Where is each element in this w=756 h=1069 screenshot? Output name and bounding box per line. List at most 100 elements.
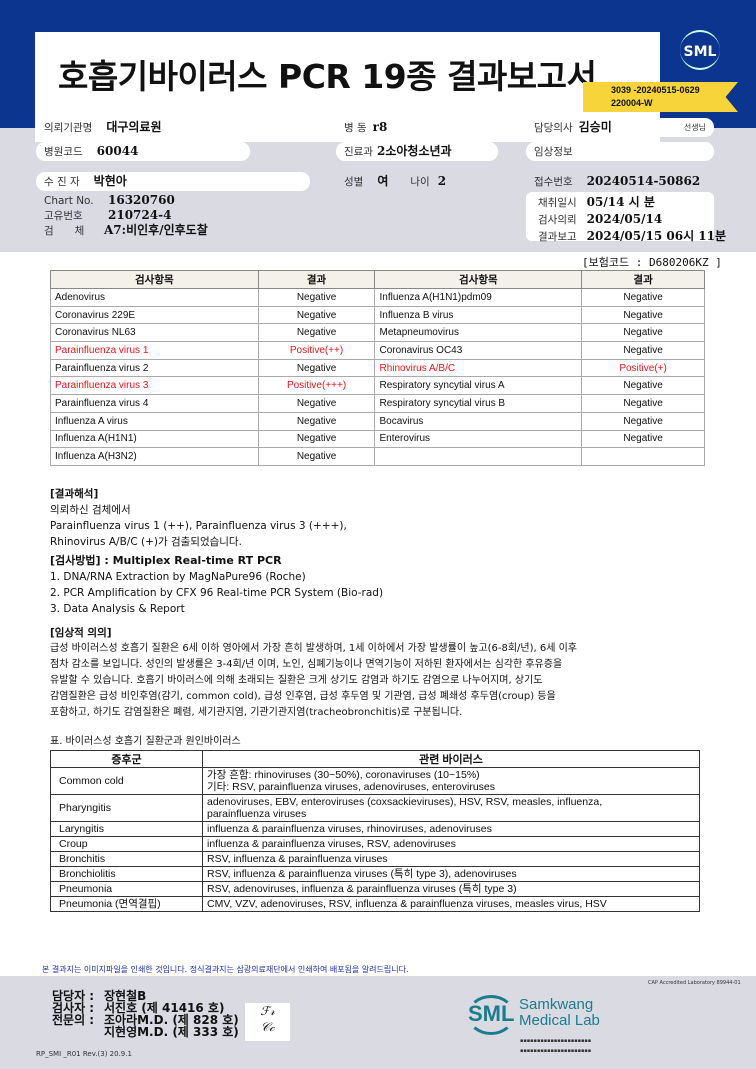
test-result: Negative xyxy=(257,394,376,413)
table-row: Coronavirus NL63 Negative Metapneumovirus N… xyxy=(50,323,705,343)
print-notice: 본 결과지는 이미지파일을 인쇄한 것입니다. 정식결과지는 삼광의료재단에서 … xyxy=(42,965,409,974)
test-name: Parainfluenza virus 4 xyxy=(50,394,259,413)
staff-name: 지현영M.D. (제 333 호) xyxy=(104,1025,239,1039)
test-name: Influenza A(H1N1) xyxy=(50,429,259,449)
report-id-line2: 220004-W xyxy=(611,98,653,108)
col-header: 관련 바이러스 xyxy=(202,750,700,768)
method-heading: [검사방법] : Multiplex Real-time RT PCR xyxy=(50,554,282,567)
test-result: Negative xyxy=(581,288,705,307)
test-name: Parainfluenza virus 3 xyxy=(50,376,259,396)
syndrome-table: 증후군 관련 바이러스 Common cold 가장 흔함: rhinoviruse… xyxy=(50,750,700,912)
ward-field: 병 동 r8 xyxy=(336,118,498,137)
table-row: Parainfluenza virus 3 Positive(+++) Respir… xyxy=(50,376,705,396)
table-row: Pharyngitis adenoviruses, EBV, enteroviru… xyxy=(50,794,700,822)
test-result: Positive(+++) xyxy=(257,376,376,396)
report-id-ribbon: 3039 -20240515-0629 220004-W xyxy=(583,82,738,112)
test-result xyxy=(581,447,705,466)
interpretation-section: [결과해석] 의뢰하신 검체에서 Parainfluenza virus 1 (… xyxy=(50,486,347,550)
significance-line: 유발할 수 있습니다. 호흡기 바이러스에 의해 초래되는 질환은 크게 상기도… xyxy=(50,675,543,686)
test-result: Negative xyxy=(581,323,705,343)
dates-box xyxy=(526,192,714,241)
significance-heading: [임상적 의의] xyxy=(50,627,112,639)
table-row: Common cold 가장 흔함: rhinoviruses (30~50%),… xyxy=(50,767,700,795)
col-header: 결과 xyxy=(581,270,705,289)
table-row: Adenovirus Negative Influenza A(H1N1)pdm09… xyxy=(50,288,705,307)
syndrome: Common cold xyxy=(50,767,203,795)
table-row: Influenza A(H1N1) Negative Enterovirus Nega… xyxy=(50,429,705,449)
related-viruses: CMV, VZV, adenoviruses, RSV, influenza &… xyxy=(202,896,700,912)
syndrome: Bronchiolitis xyxy=(50,866,203,882)
test-name: Bocavirus xyxy=(374,411,583,431)
doctor-field: 담당의사 김승미 선생님 xyxy=(526,118,714,137)
staff-role: 검사자 : xyxy=(52,1001,95,1015)
page-title: 호흡기바이러스 PCR 19종 결과보고서 xyxy=(58,57,597,96)
sml-logo: SML xyxy=(680,30,720,70)
test-name: Influenza B virus xyxy=(374,305,583,325)
related-viruses: influenza & parainfluenza viruses, rhino… xyxy=(202,821,700,837)
col-header: 검사항목 xyxy=(50,270,259,289)
test-name: Metapneumovirus xyxy=(374,323,583,343)
syndrome: Croup xyxy=(50,836,203,852)
related-viruses: influenza & parainfluenza viruses, RSV, … xyxy=(202,836,700,852)
signature-image: ℱ𝓇 𝒞𝒸 xyxy=(245,1003,290,1041)
syndrome: Laryngitis xyxy=(50,821,203,837)
clinical-info-field: 임상정보 xyxy=(526,142,714,161)
test-name: Enterovirus xyxy=(374,429,583,449)
interpretation-line: 의뢰하신 검체에서 xyxy=(50,504,131,516)
test-name: Influenza A(H1N1)pdm09 xyxy=(374,288,583,307)
receipt-number: 접수번호 20240514-50862 xyxy=(534,174,701,188)
hospital-code-field: 병원코드 60044 xyxy=(36,142,250,161)
test-result: Negative xyxy=(581,341,705,360)
method-line: 1. DNA/RNA Extraction by MagNaPure96 (Ro… xyxy=(50,571,306,583)
test-result: Negative xyxy=(257,288,376,307)
test-result: Positive(+) xyxy=(581,358,705,378)
test-name: Adenovirus xyxy=(50,288,259,307)
table-row: Laryngitis influenza & parainfluenza viru… xyxy=(50,821,700,837)
staff-entry: 검사자 : 서진호 (제 41416 호) xyxy=(52,1002,239,1014)
test-result: Negative xyxy=(257,323,376,343)
interpretation-line: Rhinovirus A/B/C (+)가 검출되었습니다. xyxy=(50,536,242,548)
staff-role: 전문의 : xyxy=(52,1013,95,1027)
syndrome: Pharyngitis xyxy=(50,794,203,822)
col-header: 결과 xyxy=(257,270,376,289)
related-viruses: adenoviruses, EBV, enteroviruses (coxsac… xyxy=(202,794,700,822)
significance-line: 감염질환은 급성 비인후염(감기, common cold), 급성 인후염, … xyxy=(50,691,556,702)
interpretation-line: Parainfluenza virus 1 (++), Parainfluenz… xyxy=(50,520,347,532)
test-name: Parainfluenza virus 2 xyxy=(50,358,259,378)
test-name: Coronavirus 229E xyxy=(50,305,259,325)
method-section: [검사방법] : Multiplex Real-time RT PCR 1. D… xyxy=(50,553,383,617)
cap-note: CAP Accredited Laboratory 89944-01 xyxy=(648,980,741,986)
staff-list: 담당자 : 장현철B 검사자 : 서진호 (제 41416 호) 전문의 : 조아라M.D… xyxy=(52,990,239,1038)
table-row: Influenza A(H3N2) Negative xyxy=(50,447,705,466)
department-field: 진료과 2소아청소년과 xyxy=(336,142,498,161)
test-result: Negative xyxy=(581,394,705,413)
interpretation-heading: [결과해석] xyxy=(50,488,99,500)
dates-list: 채취일시 05/14 시 분 검사의뢰 2024/05/14 결과보고 2024/05… xyxy=(538,195,727,243)
table-row: Parainfluenza virus 1 Positive(++) Coronav… xyxy=(50,341,705,360)
syndrome: Pneumonia (면역결핍) xyxy=(50,896,203,912)
related-viruses: RSV, influenza & parainfluenza viruses xyxy=(202,851,700,867)
institution-field: 의뢰기관명 대구의료원 xyxy=(36,118,310,137)
test-result: Negative xyxy=(257,411,376,431)
method-line: 2. PCR Amplification by CFX 96 Real-time… xyxy=(50,587,384,599)
test-result: Negative xyxy=(257,358,376,378)
test-result: Positive(++) xyxy=(257,341,376,360)
syndrome: Pneumonia xyxy=(50,881,203,897)
method-line: 3. Data Analysis & Report xyxy=(50,603,185,615)
syndrome-table-caption: 표. 바이러스성 호흡기 질환군과 원인바이러스 xyxy=(50,736,241,747)
related-viruses: RSV, adenoviruses, influenza & parainflu… xyxy=(202,881,700,897)
staff-role: 담당자 : xyxy=(52,989,95,1003)
staff-entry: 담당자 : 장현철B xyxy=(52,990,239,1002)
related-viruses: RSV, influenza & parainfluenza viruses (… xyxy=(202,866,700,882)
test-result: Negative xyxy=(581,411,705,431)
col-header: 증후군 xyxy=(50,750,203,768)
test-name: Influenza A virus xyxy=(50,411,259,431)
staff-name: 서진호 (제 41416 호) xyxy=(104,1001,225,1015)
test-result: Negative xyxy=(581,376,705,396)
significance-line: 급성 바이러스성 호흡기 질환은 6세 이하 영아에서 가장 흔히 발생하며, … xyxy=(50,643,578,654)
test-result: Negative xyxy=(257,429,376,449)
chart-info: Chart No. 16320760 고유번호 210724-4 검 체 A7:비인후… xyxy=(44,193,208,237)
results-table: 검사항목 결과 검사항목 결과 Adenovirus Negative Influe… xyxy=(50,270,705,466)
footer xyxy=(0,976,756,1069)
table-row: Coronavirus 229E Negative Influenza B viru… xyxy=(50,305,705,325)
